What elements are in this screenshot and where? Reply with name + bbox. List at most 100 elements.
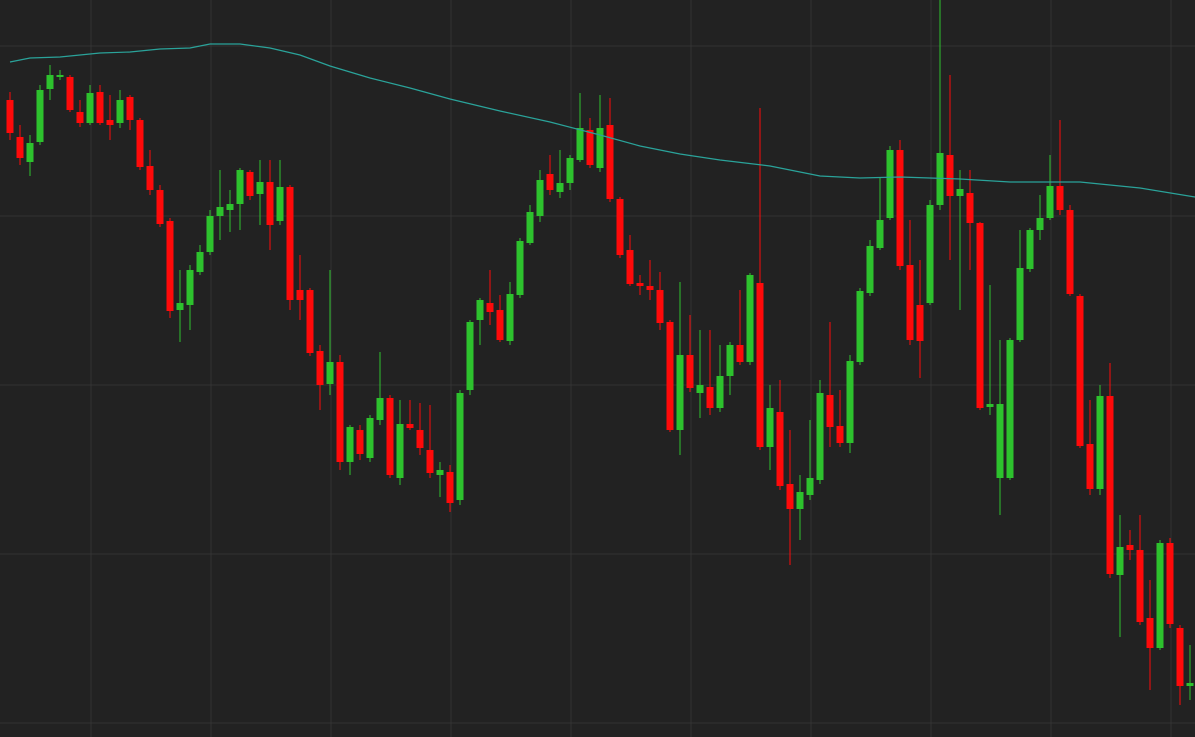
candle-body [746,275,754,362]
candle-body [846,361,854,443]
candle-body [216,207,224,216]
candle-body [626,250,634,284]
candle-body [936,153,944,205]
candle-body [1016,268,1024,340]
candle-body [666,322,674,430]
candle-body [1156,543,1164,648]
candle-body [246,172,254,196]
candle-body [816,393,824,480]
candle-body [646,286,654,290]
candle-body [206,216,214,252]
candle-body [226,204,234,210]
candle-body [496,310,504,340]
candle-body [106,120,114,125]
candle-body [336,362,344,462]
candle-body [576,128,584,160]
candle-body [1176,628,1184,686]
candle-body [716,376,724,408]
candle-body [556,183,564,192]
candle-body [706,387,714,408]
candle-body [526,212,534,243]
candle-body [1146,618,1154,648]
candle-body [316,351,324,385]
candle-body [986,404,994,407]
candle-body [876,220,884,248]
candle-body [186,270,194,305]
candle-body [1106,396,1114,574]
candle-body [726,345,734,376]
candle-body [16,137,24,158]
candle-body [1046,186,1054,218]
candle-body [536,180,544,216]
candle-body [386,398,394,475]
candle-body [1056,186,1064,210]
candle-body [1116,547,1124,575]
candle-body [26,143,34,162]
candle-body [786,484,794,509]
candle-body [756,283,764,447]
candle-body [866,246,874,293]
candle-body [196,252,204,272]
candle-body [996,404,1004,478]
candle-body [76,112,84,123]
candle-body [476,300,484,320]
candle-body [436,470,444,475]
candle-body [116,100,124,123]
candle-body [66,77,74,110]
candle-body [236,170,244,204]
moving-average-line [9,43,1195,198]
candle-body [306,290,314,353]
candle-body [286,187,294,300]
candle-body [696,385,704,393]
candle-body [426,450,434,473]
candle-body [686,355,694,388]
candle-body [906,265,914,340]
candle-body [156,190,164,224]
candle-body [616,199,624,255]
candle-body [1136,550,1144,622]
candle-body [1026,230,1034,269]
candle-body [596,128,604,168]
candle-body [796,492,804,509]
candle-body [416,430,424,448]
candle-body [56,75,64,77]
candle-body [516,241,524,295]
candle-body [916,305,924,341]
candle-body [346,427,354,462]
candle-body [46,75,54,89]
candle-body [506,294,514,341]
candle-body [836,426,844,443]
candle-body [856,291,864,362]
candle-body [276,187,284,221]
candle-body [1086,444,1094,489]
candle-body [1006,340,1014,478]
candle-body [466,322,474,390]
candle-body [376,398,384,420]
candle-body [776,412,784,486]
candle-body [1096,396,1104,489]
candle-body [926,205,934,303]
candle-body [736,345,744,362]
candle-body [356,430,364,454]
candle-body [456,393,464,500]
candle-body [36,90,44,142]
candle-body [546,174,554,190]
candle-body [406,424,414,428]
candle-body [766,408,774,447]
candle-body [296,290,304,300]
candle-body [126,97,134,120]
candle-body [586,130,594,165]
candle-body [326,362,334,384]
candle-body [176,303,184,310]
candle-body [86,93,94,123]
candle-body [976,223,984,408]
candle-body [966,193,974,223]
candle-body [886,150,894,218]
candle-body [256,182,264,194]
candle-body [96,92,104,123]
candle-body [1036,218,1044,230]
candle-body [806,478,814,495]
candle-body [136,120,144,167]
candle-body [946,155,954,196]
